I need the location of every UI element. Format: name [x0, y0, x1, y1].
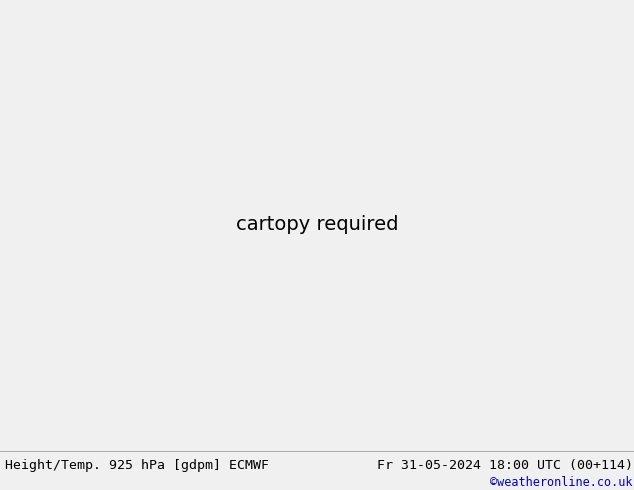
Text: Fr 31-05-2024 18:00 UTC (00+114): Fr 31-05-2024 18:00 UTC (00+114) [377, 459, 633, 472]
Text: cartopy required: cartopy required [236, 216, 398, 234]
Text: ©weatheronline.co.uk: ©weatheronline.co.uk [490, 476, 633, 489]
Text: Height/Temp. 925 hPa [gdpm] ECMWF: Height/Temp. 925 hPa [gdpm] ECMWF [5, 459, 269, 472]
